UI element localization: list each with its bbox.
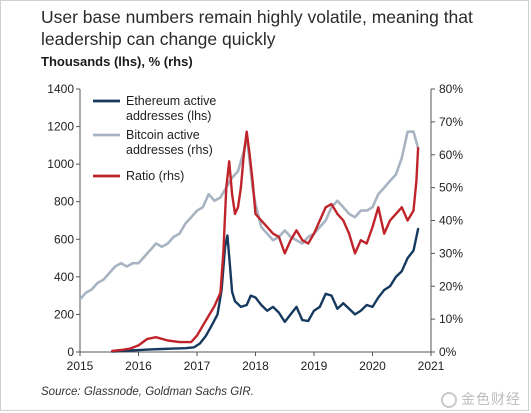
x-tick-label: 2020 (359, 359, 386, 373)
chart-title: User base numbers remain highly volatile… (41, 7, 473, 49)
chart-subtitle: Thousands (lhs), % (rhs) (41, 54, 193, 69)
legend-ethereum-label-line: addresses (lhs) (126, 109, 211, 123)
watermark: 金色财经 (441, 389, 521, 409)
x-tick-label: 2015 (67, 359, 94, 373)
right-tick-label: 80% (439, 82, 463, 96)
watermark-logo-icon (441, 392, 457, 409)
left-tick-label: 1400 (47, 82, 74, 96)
x-tick-label: 2018 (242, 359, 269, 373)
watermark-text: 金色财经 (461, 391, 521, 407)
right-tick-label: 70% (439, 115, 463, 129)
legend-ethereum-label: Ethereum active addresses (lhs) (126, 94, 216, 123)
source-note: Source: Glassnode, Goldman Sachs GIR. (41, 386, 254, 398)
left-tick-label: 1200 (47, 120, 74, 134)
right-tick-label: 0% (439, 345, 457, 359)
x-tick-label: 2021 (418, 359, 445, 373)
legend-bitcoin-label: Bitcoin active addresses (rhs) (126, 128, 213, 157)
legend-ratio-label-line: Ratio (rhs) (126, 169, 184, 183)
left-tick-label: 1000 (47, 157, 74, 171)
right-tick-label: 40% (439, 214, 463, 228)
right-tick-label: 30% (439, 246, 463, 260)
ratio-series-line (110, 130, 420, 353)
left-tick-label: 800 (54, 195, 74, 209)
legend-ethereum-label-line: Ethereum active (126, 94, 216, 108)
x-tick-label: 2019 (301, 359, 328, 373)
ethereum-series-line (110, 227, 420, 353)
legend-ratio-label: Ratio (rhs) (126, 169, 184, 183)
x-tick-label: 2017 (184, 359, 211, 373)
left-tick-label: 400 (54, 270, 74, 284)
right-tick-label: 50% (439, 181, 463, 195)
left-tick-label: 200 (54, 307, 74, 321)
right-tick-label: 10% (439, 312, 463, 326)
left-tick-label: 600 (54, 232, 74, 246)
legend-bitcoin-label-line: Bitcoin active (126, 128, 200, 142)
left-tick-label: 0 (67, 345, 74, 359)
x-tick-label: 2016 (125, 359, 152, 373)
right-tick-label: 20% (439, 279, 463, 293)
right-tick-label: 60% (439, 148, 463, 162)
legend-bitcoin-label-line: addresses (rhs) (126, 143, 213, 157)
